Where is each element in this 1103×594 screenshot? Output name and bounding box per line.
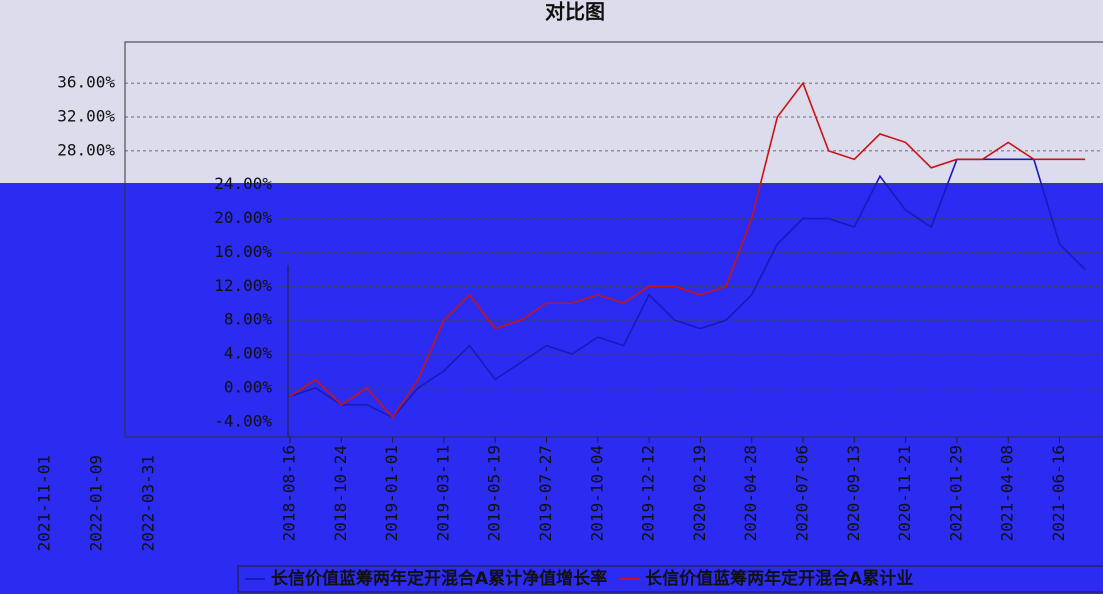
- y-tick-label: 36.00%: [57, 73, 115, 92]
- y-tick-label: -4.00%: [214, 411, 272, 430]
- y-tick-label: 24.00%: [214, 174, 272, 193]
- x-tick-label: 2019-03-11: [433, 445, 452, 541]
- y-tick-label: 8.00%: [224, 310, 273, 329]
- x-tick-label: 2021-11-01: [35, 455, 54, 551]
- x-tick-label: 2019-05-19: [485, 445, 504, 541]
- x-tick-label: 2019-07-27: [536, 445, 555, 541]
- y-tick-label: 32.00%: [57, 107, 115, 126]
- upper-background: [0, 0, 1103, 183]
- x-tick-label: 2018-08-16: [280, 445, 299, 541]
- x-tick-label: 2020-07-06: [793, 445, 812, 541]
- y-tick-label: 4.00%: [224, 344, 273, 363]
- x-tick-label: 2020-11-21: [895, 445, 914, 541]
- y-tick-label: 16.00%: [214, 242, 272, 261]
- x-tick-label: 2020-04-28: [741, 445, 760, 541]
- y-tick-label: 12.00%: [214, 276, 272, 295]
- x-tick-label: 2020-09-13: [844, 445, 863, 541]
- y-tick-label: 28.00%: [57, 140, 115, 159]
- x-tick-label: 2022-01-09: [87, 455, 106, 551]
- x-tick-label: 2022-03-31: [139, 455, 158, 551]
- x-tick-label: 2019-01-01: [382, 445, 401, 541]
- x-tick-label: 2021-01-29: [946, 445, 965, 541]
- legend-label: 长信价值蓝筹两年定开混合A累计净值增长率: [271, 568, 607, 589]
- x-tick-label: 2019-12-12: [639, 445, 658, 541]
- x-tick-label: 2021-06-16: [1049, 445, 1068, 541]
- y-tick-label: 20.00%: [214, 208, 272, 227]
- chart-title: 对比图: [545, 0, 605, 24]
- chart: 对比图 长信价值蓝筹两年定开混合A累计净值增长率 长信价值蓝筹两年定开混合A累计业…: [0, 0, 1103, 594]
- legend-label: 长信价值蓝筹两年定开混合A累计业: [645, 568, 913, 589]
- x-tick-label: 2019-10-04: [587, 445, 606, 541]
- x-tick-label: 2020-02-19: [690, 445, 709, 541]
- x-tick-label: 2018-10-24: [331, 445, 350, 541]
- x-tick-label: 2021-04-08: [998, 445, 1017, 541]
- y-tick-label: 0.00%: [224, 377, 273, 396]
